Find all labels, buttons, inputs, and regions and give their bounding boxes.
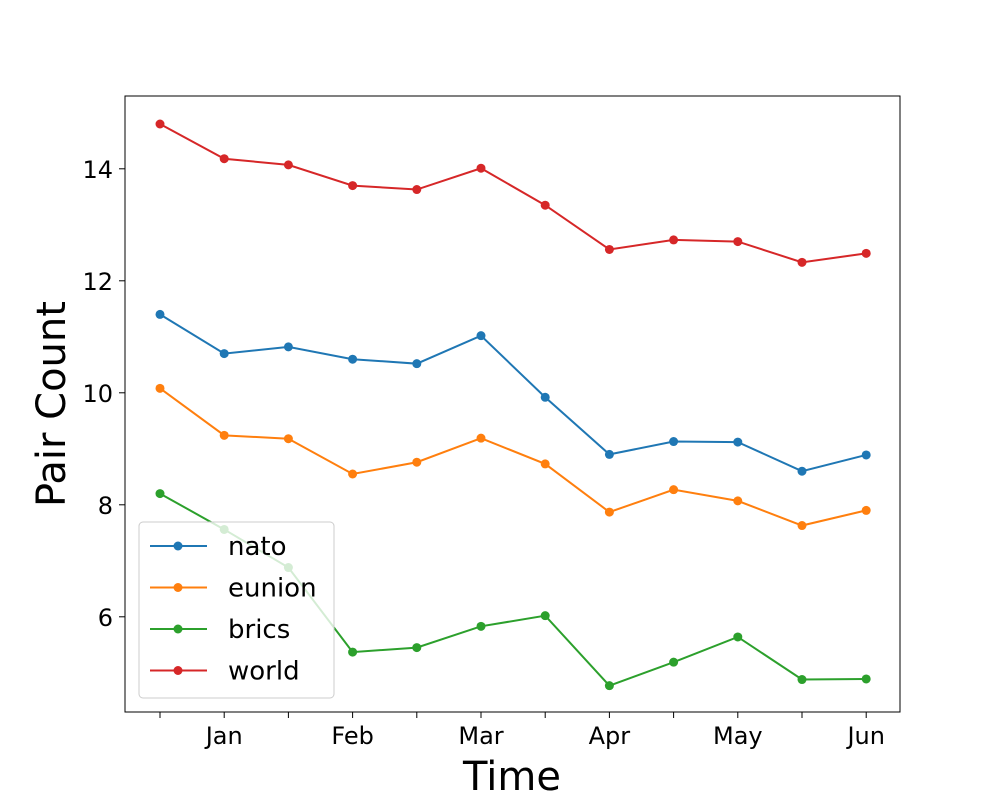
data-point <box>540 459 550 469</box>
x-tick-label: Mar <box>458 722 503 750</box>
legend-box <box>138 521 335 699</box>
data-point <box>155 119 165 129</box>
data-point <box>861 674 871 684</box>
plot-lines <box>155 119 871 691</box>
legend-item-brics: brics <box>150 615 290 645</box>
y-tick-label: 14 <box>82 156 113 184</box>
data-point <box>797 466 807 476</box>
data-point <box>604 244 614 254</box>
data-point <box>669 235 679 245</box>
data-point <box>348 647 358 657</box>
y-tick-label: 8 <box>98 492 113 520</box>
legend-item-world: world <box>150 657 300 687</box>
data-point <box>861 505 871 515</box>
x-tick-label: Apr <box>589 722 631 750</box>
y-tick-label: 10 <box>82 380 113 408</box>
legend-label: nato <box>228 532 287 562</box>
data-point <box>669 485 679 495</box>
data-point <box>604 449 614 459</box>
data-point <box>540 611 550 621</box>
series-line <box>159 313 867 473</box>
data-point <box>348 469 358 479</box>
data-point <box>155 489 165 499</box>
data-point <box>733 496 743 506</box>
data-point <box>476 331 486 341</box>
data-point <box>283 160 293 170</box>
series-eunion <box>155 383 871 531</box>
data-point <box>797 257 807 267</box>
data-point <box>219 430 229 440</box>
y-tick-label: 6 <box>98 604 113 632</box>
data-point <box>861 450 871 460</box>
data-point <box>540 200 550 210</box>
legend-label: eunion <box>228 574 317 604</box>
data-point <box>669 437 679 447</box>
data-point <box>219 349 229 359</box>
data-point <box>412 185 422 195</box>
legend-marker <box>173 541 183 551</box>
legend-label: brics <box>228 615 290 645</box>
data-point <box>797 675 807 685</box>
y-axis-label: Pair Count <box>29 301 75 507</box>
legend-item-nato: nato <box>150 532 287 562</box>
data-point <box>733 237 743 247</box>
series-line <box>159 387 867 527</box>
data-point <box>733 437 743 447</box>
series-nato <box>155 309 871 476</box>
x-tick-label: May <box>713 722 763 750</box>
data-point <box>155 383 165 393</box>
legend-marker <box>173 666 183 675</box>
y-axis: 6 8 10 12 14 <box>82 156 125 632</box>
data-point <box>540 392 550 402</box>
x-axis: Jan Feb Mar Apr May Jun <box>159 712 885 750</box>
data-point <box>155 309 165 319</box>
data-point <box>283 434 293 444</box>
data-point <box>412 457 422 467</box>
y-tick-label: 12 <box>82 268 113 296</box>
legend-label: world <box>228 657 300 687</box>
data-point <box>348 181 358 191</box>
data-point <box>412 643 422 653</box>
data-point <box>219 154 229 164</box>
legend-marker <box>173 583 183 592</box>
data-point <box>412 359 422 369</box>
data-point <box>797 521 807 531</box>
legend-marker <box>173 624 183 634</box>
x-tick-label: Feb <box>331 722 374 750</box>
data-point <box>604 681 614 691</box>
x-tick-label: Jan <box>204 722 243 750</box>
x-tick-label: Jun <box>845 722 885 750</box>
legend: nato eunion brics world <box>138 521 335 699</box>
data-point <box>476 163 486 173</box>
data-point <box>283 342 293 352</box>
data-point <box>476 433 486 443</box>
data-point <box>604 507 614 517</box>
data-point <box>348 354 358 364</box>
data-point <box>669 657 679 667</box>
plot-frame <box>124 95 901 713</box>
data-point <box>733 632 743 642</box>
series-world <box>155 119 871 267</box>
legend-item-eunion: eunion <box>150 574 317 604</box>
data-point <box>861 248 871 258</box>
data-point <box>476 621 486 631</box>
series-line <box>159 123 867 264</box>
x-axis-label: Time <box>462 754 561 800</box>
